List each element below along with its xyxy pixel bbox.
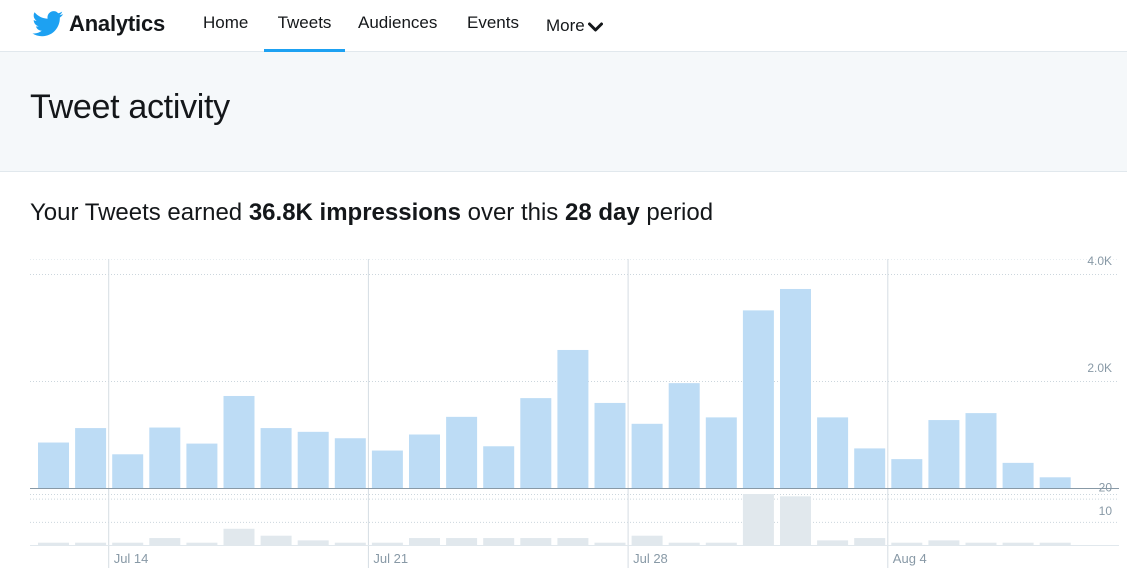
brand[interactable]: Analytics bbox=[32, 6, 165, 42]
engagement-bar bbox=[854, 538, 886, 545]
impressions-bar bbox=[780, 288, 811, 488]
x-tick-label-2: Jul 28 bbox=[633, 551, 668, 566]
engagement-bar bbox=[668, 542, 700, 545]
nav-more-label: More bbox=[546, 16, 585, 35]
engagement-bar bbox=[75, 542, 107, 545]
impressions-bar bbox=[409, 434, 440, 488]
summary-period: 28 day bbox=[564, 199, 640, 226]
top-navigation-bar: Analytics Home Tweets Audiences Events M… bbox=[0, 0, 1127, 52]
nav-more-menu[interactable]: More bbox=[546, 0, 603, 52]
engagement-bar bbox=[483, 538, 515, 545]
engagement-bar bbox=[409, 538, 440, 545]
impressions-bar bbox=[186, 443, 218, 488]
nav-tweets[interactable]: Tweets bbox=[264, 0, 345, 52]
impressions-bar bbox=[1002, 462, 1034, 488]
engagement-bar bbox=[112, 542, 144, 545]
impressions-y-tick-label-1: 4.0K bbox=[1087, 254, 1112, 268]
engagement-bar bbox=[891, 542, 923, 545]
twitter-bird-icon bbox=[32, 11, 64, 37]
brand-name: Analytics bbox=[69, 11, 166, 36]
impressions-bar bbox=[965, 413, 997, 488]
engagement-bar bbox=[594, 542, 626, 545]
impressions-bar bbox=[483, 446, 515, 488]
impressions-bar bbox=[75, 428, 107, 488]
engagement-bar bbox=[780, 496, 811, 545]
engagement-bar bbox=[965, 542, 997, 545]
impressions-bar bbox=[112, 454, 144, 488]
engagement-bar bbox=[557, 538, 589, 545]
impressions-bar bbox=[223, 395, 255, 488]
impressions-bar bbox=[149, 427, 181, 488]
engagement-bar bbox=[817, 540, 849, 545]
engagement-bar bbox=[520, 538, 552, 545]
engagement-bar bbox=[928, 540, 960, 545]
tweet-activity-chart: 2.0K 4.0K 10 20 Jul 14 Jul 21 Jul 28 Aug 4 bbox=[30, 254, 1119, 568]
impressions-bar bbox=[334, 438, 366, 488]
impressions-summary: Your Tweets earned 36.8K impressions ove… bbox=[30, 199, 713, 227]
impressions-bar bbox=[854, 448, 886, 488]
nav-events[interactable]: Events bbox=[467, 13, 519, 32]
impressions-bar bbox=[928, 420, 960, 488]
engagement-y-tick-label-0: 10 bbox=[1099, 504, 1113, 518]
engagement-bar bbox=[705, 542, 737, 545]
engagement-bar bbox=[371, 542, 403, 545]
impressions-bar bbox=[520, 398, 552, 488]
engagement-bar bbox=[149, 538, 181, 545]
impressions-bar bbox=[1039, 477, 1071, 488]
summary-prefix: Your Tweets earned bbox=[30, 199, 249, 226]
engagement-bar bbox=[1039, 542, 1071, 545]
engagement-bar bbox=[1002, 542, 1034, 545]
impressions-bar bbox=[557, 349, 589, 488]
engagement-bar bbox=[297, 540, 329, 545]
engagement-bar bbox=[223, 528, 255, 545]
impressions-bar bbox=[668, 383, 700, 488]
engagement-bar bbox=[334, 542, 366, 545]
x-tick-label-3: Aug 4 bbox=[893, 551, 927, 566]
nav-audiences[interactable]: Audiences bbox=[358, 13, 438, 32]
engagement-bar bbox=[631, 535, 663, 545]
impressions-bar bbox=[594, 402, 626, 488]
impressions-bar bbox=[705, 417, 737, 488]
impressions-bar bbox=[817, 417, 849, 488]
summary-impressions: 36.8K impressions bbox=[248, 199, 461, 226]
page-header: Tweet activity bbox=[0, 52, 1127, 172]
impressions-bar bbox=[297, 431, 329, 488]
engagement-bar bbox=[742, 494, 774, 545]
engagement-bar bbox=[260, 535, 292, 545]
impressions-bar bbox=[260, 428, 292, 488]
chevron-down-icon bbox=[587, 22, 603, 31]
nav-home[interactable]: Home bbox=[203, 13, 249, 32]
page-title: Tweet activity bbox=[30, 88, 230, 126]
x-tick-label-1: Jul 21 bbox=[373, 551, 408, 566]
engagement-bar bbox=[38, 542, 69, 545]
impressions-bar bbox=[446, 416, 478, 488]
impressions-bar bbox=[742, 310, 774, 488]
summary-middle: over this bbox=[460, 199, 565, 226]
x-tick-label-0: Jul 14 bbox=[114, 551, 149, 566]
impressions-bar bbox=[38, 442, 69, 488]
engagement-bar bbox=[446, 538, 478, 545]
impressions-bar bbox=[891, 459, 923, 488]
engagement-bar bbox=[186, 542, 218, 545]
impressions-y-tick-label-0: 2.0K bbox=[1087, 361, 1112, 375]
summary-suffix: period bbox=[639, 199, 714, 226]
impressions-bar bbox=[371, 450, 403, 488]
impressions-bar bbox=[631, 423, 663, 488]
engagement-y-tick-label-1: 20 bbox=[1099, 481, 1113, 495]
